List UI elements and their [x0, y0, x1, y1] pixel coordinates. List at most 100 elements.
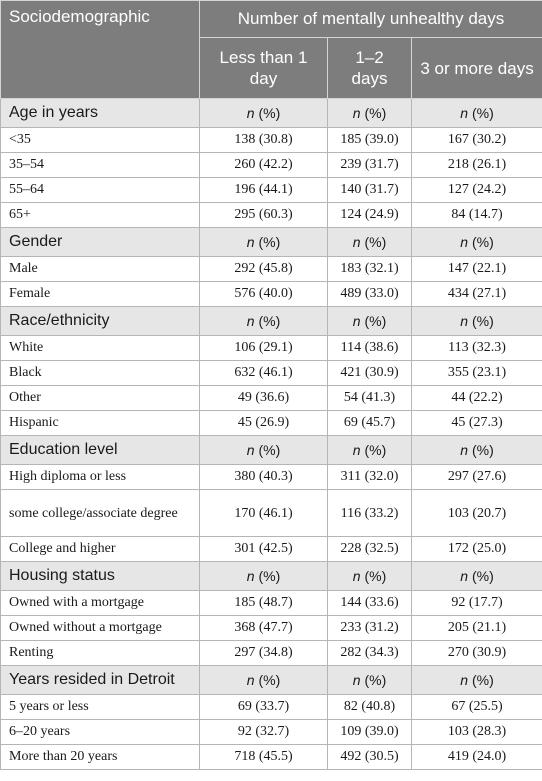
table-row: Other 49 (36.6) 54 (41.3) 44 (22.2): [0, 385, 542, 411]
unit-pct: (%): [254, 313, 281, 329]
unit-header: n (%): [327, 561, 412, 591]
section-row: Age in years n (%) n (%) n (%): [0, 98, 542, 128]
table-row: Owned with a mortgage 185 (48.7) 144 (33.6…: [0, 590, 542, 616]
cell-value: 270 (30.9): [410, 640, 542, 666]
table-row: <35 138 (30.8) 185 (39.0) 167 (30.2): [0, 127, 542, 153]
cell-value: 69 (33.7): [199, 694, 328, 720]
unit-pct: (%): [254, 105, 281, 121]
unit-n: n: [352, 234, 361, 250]
cell-value: 124 (24.9): [327, 202, 412, 228]
row-label: More than 20 years: [0, 744, 200, 770]
cell-value: 489 (33.0): [327, 281, 412, 307]
row-label: Black: [0, 360, 200, 386]
cell-value: 368 (47.7): [199, 615, 328, 641]
column-header: 3 or more days: [410, 37, 542, 99]
cell-value: 84 (14.7): [410, 202, 542, 228]
section-row: Gender n (%) n (%) n (%): [0, 227, 542, 257]
section-title: Years resided in Detroit: [0, 665, 200, 695]
cell-value: 292 (45.8): [199, 256, 328, 282]
unit-header: n (%): [199, 227, 328, 257]
unit-n: n: [246, 672, 255, 688]
unit-pct: (%): [360, 105, 387, 121]
cell-value: 434 (27.1): [410, 281, 542, 307]
cell-value: 297 (27.6): [410, 464, 542, 490]
section-row: Housing status n (%) n (%) n (%): [0, 561, 542, 591]
section-title: Education level: [0, 435, 200, 465]
cell-value: 103 (28.3): [410, 719, 542, 745]
row-label: 35–54: [0, 152, 200, 178]
row-label: 55–64: [0, 177, 200, 203]
stub-header: Sociodemographic: [0, 0, 200, 99]
cell-value: 167 (30.2): [410, 127, 542, 153]
cell-value: 718 (45.5): [199, 744, 328, 770]
cell-value: 297 (34.8): [199, 640, 328, 666]
unit-n: n: [352, 313, 361, 329]
cell-value: 419 (24.0): [410, 744, 542, 770]
cell-value: 576 (40.0): [199, 281, 328, 307]
row-label: Male: [0, 256, 200, 282]
unit-n: n: [460, 672, 469, 688]
row-label: Hispanic: [0, 410, 200, 436]
table-row: Male 292 (45.8) 183 (32.1) 147 (22.1): [0, 256, 542, 282]
unit-header: n (%): [199, 306, 328, 336]
table-body: Age in years n (%) n (%) n (%) <35 138 (30.8)…: [0, 98, 542, 770]
unit-n: n: [352, 105, 361, 121]
unit-n: n: [460, 313, 469, 329]
table-row: Black 632 (46.1) 421 (30.9) 355 (23.1): [0, 360, 542, 386]
row-label: <35: [0, 127, 200, 153]
row-label: Female: [0, 281, 200, 307]
section-title: Housing status: [0, 561, 200, 591]
section-title: Age in years: [0, 98, 200, 128]
cell-value: 492 (30.5): [327, 744, 412, 770]
column-header: 1–2 days: [327, 37, 412, 99]
cell-value: 127 (24.2): [410, 177, 542, 203]
unit-pct: (%): [360, 234, 387, 250]
cell-value: 113 (32.3): [410, 335, 542, 361]
column-header: Less than 1 day: [199, 37, 328, 99]
section-row: Race/ethnicity n (%) n (%) n (%): [0, 306, 542, 336]
unit-pct: (%): [468, 672, 494, 688]
cell-value: 260 (42.2): [199, 152, 328, 178]
unit-n: n: [352, 672, 361, 688]
unit-header: n (%): [410, 98, 542, 128]
table-row: Owned without a mortgage 368 (47.7) 233 (3…: [0, 615, 542, 641]
unit-pct: (%): [468, 568, 494, 584]
unit-pct: (%): [254, 442, 281, 458]
cell-value: 92 (32.7): [199, 719, 328, 745]
table-row: 55–64 196 (44.1) 140 (31.7) 127 (24.2): [0, 177, 542, 203]
unit-n: n: [246, 105, 255, 121]
table-row: High diploma or less 380 (40.3) 311 (32.0)…: [0, 464, 542, 490]
cell-value: 218 (26.1): [410, 152, 542, 178]
unit-pct: (%): [360, 313, 387, 329]
unit-header: n (%): [327, 665, 412, 695]
table-row: White 106 (29.1) 114 (38.6) 113 (32.3): [0, 335, 542, 361]
cell-value: 44 (22.2): [410, 385, 542, 411]
unit-header: n (%): [410, 665, 542, 695]
unit-header: n (%): [199, 98, 328, 128]
unit-pct: (%): [468, 234, 494, 250]
unit-n: n: [246, 442, 255, 458]
cell-value: 228 (32.5): [327, 536, 412, 562]
unit-pct: (%): [254, 568, 281, 584]
unit-pct: (%): [360, 568, 387, 584]
unit-n: n: [460, 105, 469, 121]
cell-value: 282 (34.3): [327, 640, 412, 666]
cell-value: 421 (30.9): [327, 360, 412, 386]
cell-value: 82 (40.8): [327, 694, 412, 720]
cell-value: 138 (30.8): [199, 127, 328, 153]
cell-value: 239 (31.7): [327, 152, 412, 178]
cell-value: 301 (42.5): [199, 536, 328, 562]
cell-value: 185 (48.7): [199, 590, 328, 616]
unit-header: n (%): [327, 306, 412, 336]
table-row: Hispanic 45 (26.9) 69 (45.7) 45 (27.3): [0, 410, 542, 436]
cell-value: 205 (21.1): [410, 615, 542, 641]
row-label: High diploma or less: [0, 464, 200, 490]
unit-header: n (%): [410, 306, 542, 336]
unit-n: n: [460, 568, 469, 584]
group-header: Number of mentally unhealthy days: [198, 0, 542, 38]
cell-value: 114 (38.6): [327, 335, 412, 361]
row-label: White: [0, 335, 200, 361]
cell-value: 116 (33.2): [327, 489, 412, 537]
table-row: some college/associate degree 170 (46.1) 1…: [0, 489, 542, 537]
